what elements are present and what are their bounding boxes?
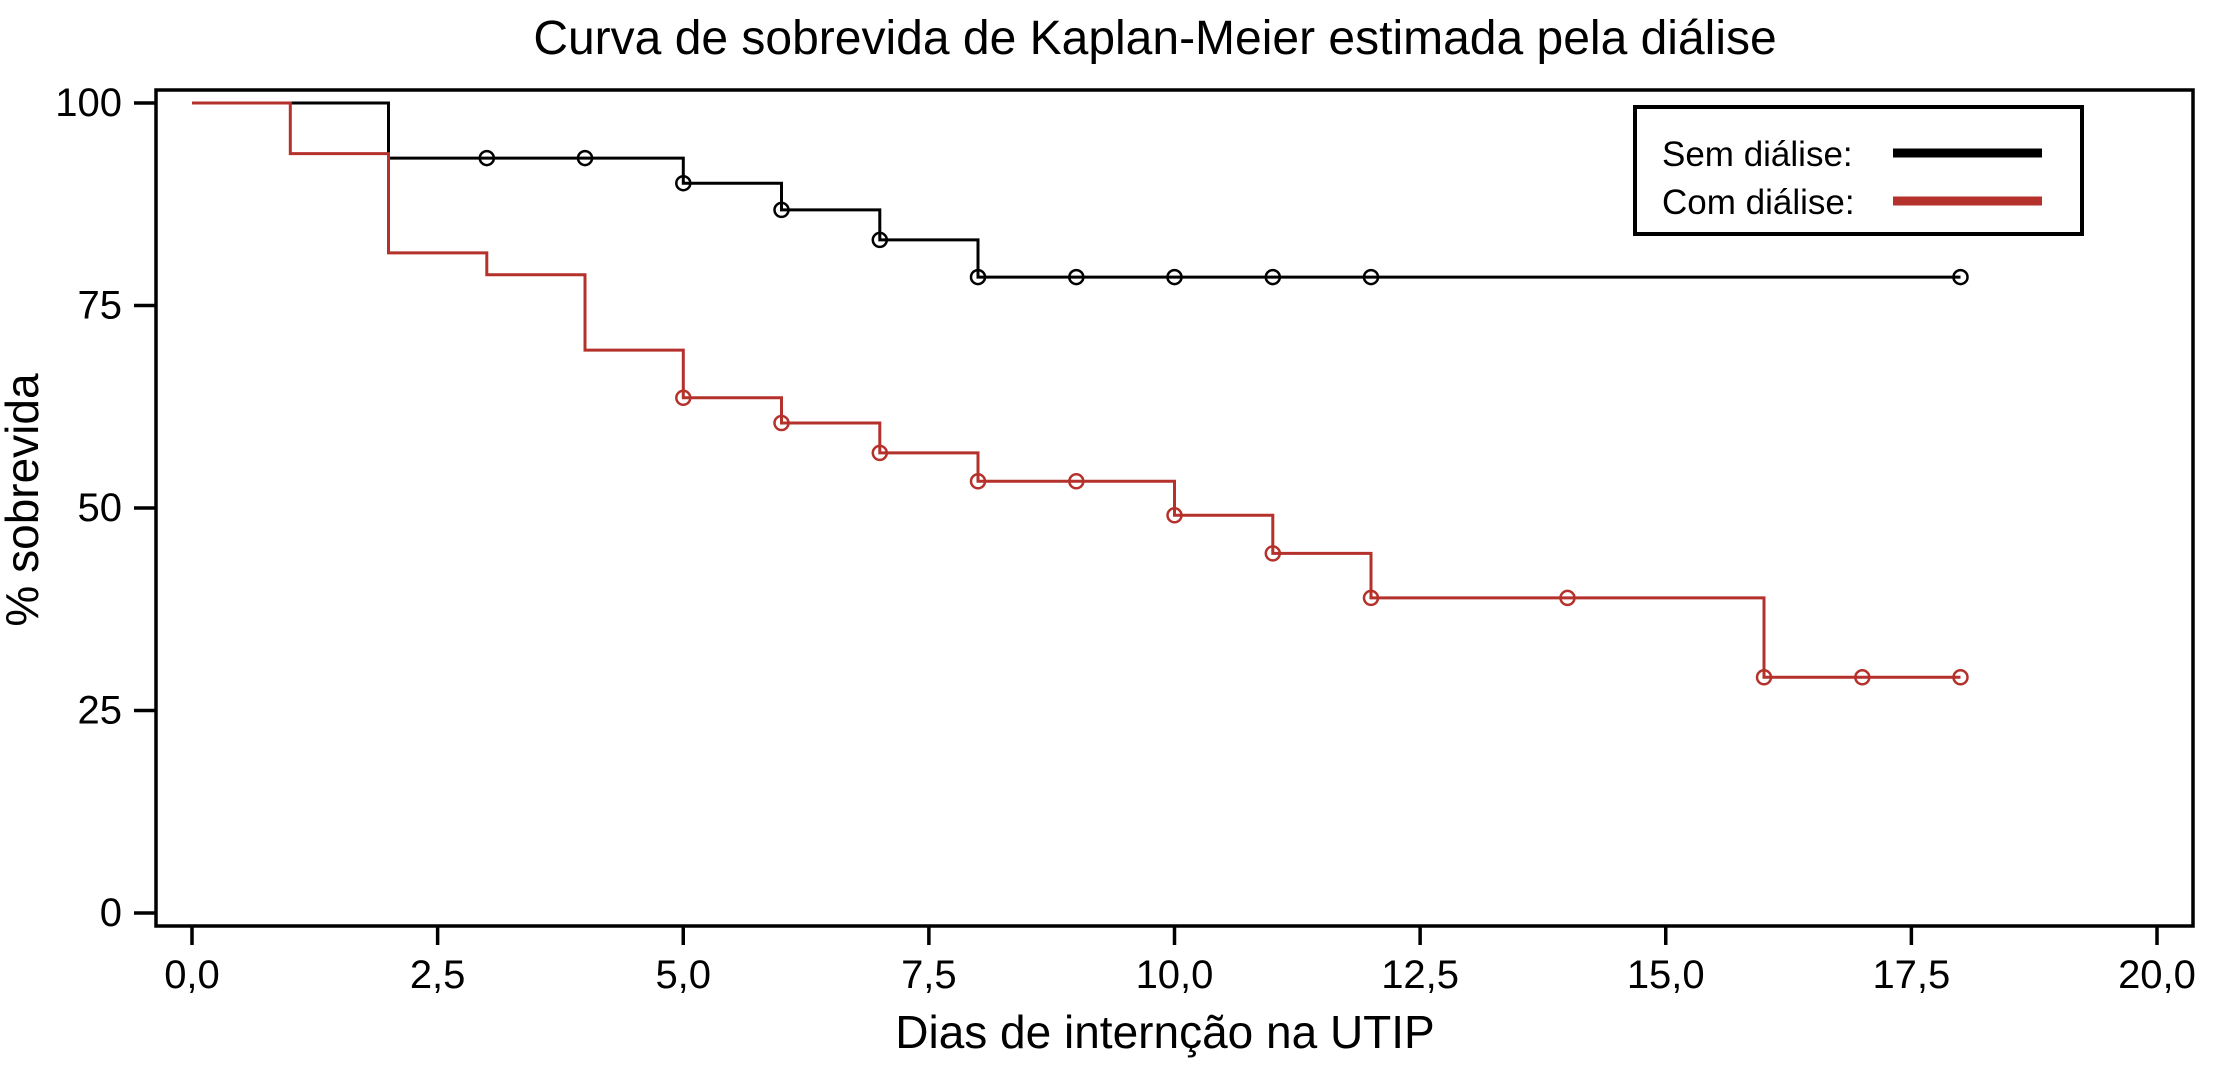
y-tick-label: 0 <box>100 891 122 935</box>
legend-box <box>1633 105 2084 236</box>
y-axis-ticks: 100 75 50 25 0 <box>55 81 156 935</box>
legend-label-sem-dialise: Sem diálise: <box>1662 135 1853 174</box>
x-axis-ticks: 0,0 2,5 5,0 7,5 10,0 12,5 15,0 17,5 20,0 <box>164 926 2196 997</box>
censor-mark-com-dialise <box>871 444 889 462</box>
censor-mark-sem-dialise <box>1362 268 1380 286</box>
x-tick-label: 20,0 <box>2118 953 2196 997</box>
censor-mark-sem-dialise <box>773 201 790 219</box>
censor-mark-com-dialise <box>675 389 692 407</box>
y-tick-label: 50 <box>78 486 123 530</box>
censor-mark-com-dialise <box>1068 473 1085 490</box>
censor-mark-com-dialise <box>1166 507 1183 524</box>
y-tick-label: 100 <box>55 81 122 125</box>
curve-com-dialise <box>192 101 1961 679</box>
censor-mark-sem-dialise <box>478 149 496 167</box>
x-tick-label: 15,0 <box>1627 953 1705 997</box>
x-tick-label: 0,0 <box>164 953 220 997</box>
censor-mark-com-dialise <box>1362 589 1380 607</box>
censor-mark-com-dialise <box>1952 669 1969 686</box>
censor-mark-com-dialise <box>1264 545 1282 562</box>
x-tick-label: 5,0 <box>655 953 711 997</box>
survival-curves <box>192 101 1969 686</box>
x-tick-label: 10,0 <box>1136 953 1214 997</box>
censor-mark-com-dialise <box>969 473 987 490</box>
censor-mark-sem-dialise <box>675 174 692 192</box>
censor-mark-sem-dialise <box>969 268 987 286</box>
censor-mark-sem-dialise <box>1068 268 1085 286</box>
censor-mark-sem-dialise <box>1952 268 1969 286</box>
censor-mark-com-dialise <box>1559 589 1576 607</box>
y-tick-label: 75 <box>78 284 123 328</box>
x-tick-label: 7,5 <box>901 953 957 997</box>
x-tick-label: 12,5 <box>1381 953 1459 997</box>
censor-mark-sem-dialise <box>871 231 889 249</box>
censor-mark-sem-dialise <box>576 149 594 167</box>
legend: Sem diálise: Com diálise: <box>1633 105 2084 236</box>
chart-title: Curva de sobrevida de Kaplan-Meier estim… <box>533 12 1776 65</box>
curve-sem-dialise <box>192 101 1961 279</box>
legend-label-com-dialise: Com diálise: <box>1662 183 1855 222</box>
y-axis-title: % sobrevida <box>0 373 48 627</box>
x-tick-label: 2,5 <box>410 953 466 997</box>
censor-mark-com-dialise <box>1854 669 1871 686</box>
censor-mark-com-dialise <box>1755 669 1773 686</box>
censor-mark-com-dialise <box>773 414 790 432</box>
y-tick-label: 25 <box>78 689 123 733</box>
censor-mark-sem-dialise <box>1166 268 1183 286</box>
x-axis-title: Dias de internção na UTIP <box>895 1006 1435 1058</box>
x-tick-label: 17,5 <box>1872 953 1950 997</box>
censor-mark-sem-dialise <box>1264 268 1282 286</box>
